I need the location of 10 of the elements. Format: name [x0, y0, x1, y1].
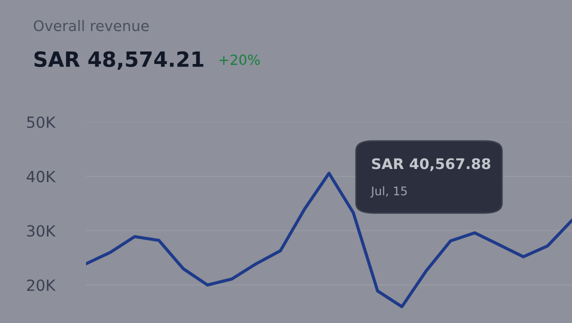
y-tick-label: 40K [26, 170, 56, 182]
chart-title: Overall revenue [34, 20, 149, 32]
y-tick-label: 20K [27, 279, 56, 291]
annotation: Jul, 15 [370, 186, 407, 198]
text: +20% [219, 54, 260, 66]
line-series [86, 172, 572, 308]
chart-subtitle: SAR 48,574.21 [34, 51, 204, 70]
y-tick-label: 30K [27, 225, 56, 237]
annotation: SAR 40,567.88 [372, 158, 490, 172]
y-tick-label: 50K [27, 116, 56, 128]
